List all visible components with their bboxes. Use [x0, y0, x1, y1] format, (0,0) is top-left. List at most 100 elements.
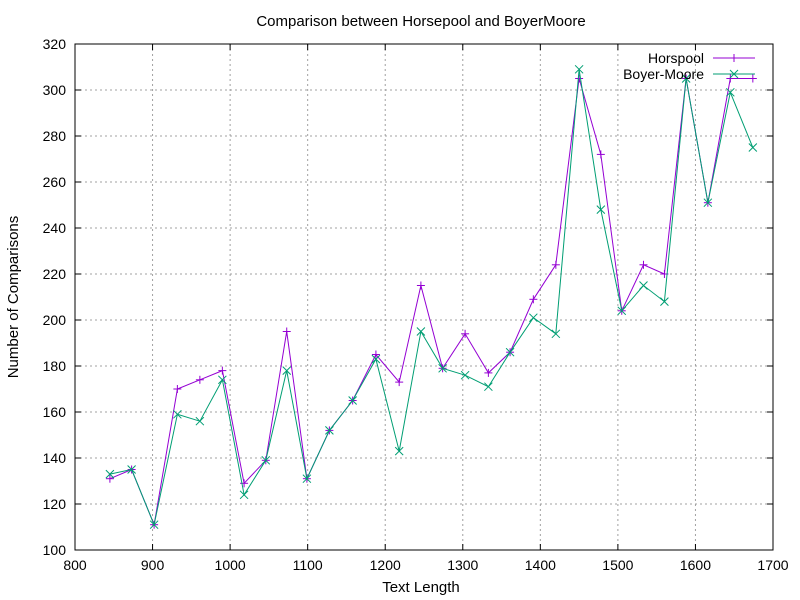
data-point — [416, 281, 425, 290]
y-tick-label: 100 — [43, 542, 67, 558]
data-point — [325, 426, 334, 435]
data-point — [529, 295, 538, 304]
grid — [75, 44, 773, 550]
marker-stroke-d2 — [173, 409, 182, 419]
marker-stroke-d2 — [105, 469, 115, 479]
x-tick-label: 900 — [141, 557, 165, 573]
marker-stroke-d2 — [528, 313, 538, 323]
data-point — [574, 64, 584, 74]
x-tick-label: 1300 — [447, 557, 478, 573]
series-line — [109, 78, 753, 527]
legend-marker — [730, 54, 738, 62]
marker-stroke-d2 — [660, 297, 669, 306]
marker-stroke-d2 — [725, 87, 735, 97]
marker-stroke-d2 — [261, 455, 271, 465]
marker-stroke-d2 — [218, 375, 227, 385]
data-point — [348, 396, 358, 405]
x-tick-label: 1500 — [602, 557, 633, 573]
marker-stroke-d2 — [282, 366, 292, 375]
data-point — [416, 327, 426, 336]
data-point — [240, 479, 249, 488]
marker-stroke-d2 — [639, 281, 648, 290]
x-tick-label: 800 — [63, 557, 87, 573]
y-tick-label: 160 — [43, 404, 67, 420]
y-tick-label: 120 — [43, 496, 67, 512]
data-point — [681, 74, 691, 83]
marker-stroke-d2 — [617, 306, 627, 316]
data-point — [551, 329, 561, 339]
data-point — [282, 366, 292, 375]
data-point — [105, 469, 115, 479]
marker-stroke-d2 — [596, 205, 606, 214]
marker-stroke-d2 — [484, 382, 493, 392]
legend-marker — [729, 69, 739, 79]
x-tick-label: 1600 — [680, 557, 711, 573]
data-point — [438, 363, 447, 373]
chart-title: Comparison between Horsepool and BoyerMo… — [256, 13, 585, 30]
y-tick-label: 140 — [43, 450, 67, 466]
legend-label: Boyer-Moore — [623, 66, 704, 82]
marker-stroke-d2 — [681, 74, 691, 83]
data-point — [195, 375, 204, 384]
data-point — [725, 87, 735, 97]
y-tick-label: 320 — [43, 36, 67, 52]
data-point — [195, 416, 205, 426]
y-axis-label: Number of Comparisons — [5, 216, 22, 379]
data-point — [218, 366, 227, 375]
data-point — [748, 74, 757, 83]
marker-stroke-d2 — [325, 426, 334, 435]
data-point — [748, 143, 758, 152]
data-point — [617, 306, 627, 316]
series-boyer-moore — [105, 64, 758, 530]
data-point — [703, 198, 713, 208]
marker-stroke-d2 — [371, 354, 381, 364]
plot-frame — [74, 43, 774, 551]
x-tick-label: 1000 — [215, 557, 246, 573]
series-line — [109, 69, 754, 527]
marker-stroke-d2 — [195, 416, 205, 426]
data-point — [261, 455, 271, 465]
marker-stroke-d2 — [438, 363, 447, 373]
marker-stroke-d2 — [551, 329, 561, 339]
y-tick-label: 260 — [43, 174, 67, 190]
data-point — [528, 313, 538, 323]
data-point — [484, 382, 493, 392]
x-axis-label: Text Length — [382, 579, 460, 596]
data-point — [484, 368, 493, 377]
marker-stroke-d2 — [574, 64, 584, 74]
data-point — [302, 474, 312, 484]
marker-stroke-d2 — [127, 465, 136, 474]
x-tick-label: 1700 — [757, 557, 788, 573]
data-point — [395, 378, 404, 387]
data-point — [639, 260, 648, 269]
data-point — [218, 375, 227, 385]
axis-ticks: 800 900 1000 1100 1200 1300 1400 1500 1600 1700 10… — [43, 36, 789, 573]
data-point — [461, 329, 470, 338]
data-point — [282, 327, 291, 336]
data-point — [596, 150, 605, 159]
data-point — [239, 490, 249, 500]
x-tick-label: 1100 — [293, 557, 323, 573]
y-tick-label: 240 — [43, 220, 67, 236]
data-point — [371, 354, 381, 364]
data-point — [460, 370, 470, 380]
marker-stroke-d2 — [748, 143, 758, 152]
marker-stroke-d2 — [460, 370, 470, 380]
data-point — [551, 260, 560, 269]
data-point — [149, 520, 159, 530]
data-point — [394, 446, 404, 456]
y-tick-label: 300 — [43, 82, 67, 98]
data-point — [505, 347, 515, 357]
data-point — [639, 281, 648, 290]
marker-stroke-d2 — [239, 490, 249, 500]
marker-stroke-d2 — [394, 446, 404, 456]
marker-stroke-d2 — [149, 520, 159, 530]
marker-stroke-d2 — [302, 474, 312, 484]
data-point — [596, 205, 606, 214]
data-point — [173, 409, 182, 419]
marker-stroke-d2 — [703, 198, 713, 208]
data-point — [575, 74, 584, 83]
